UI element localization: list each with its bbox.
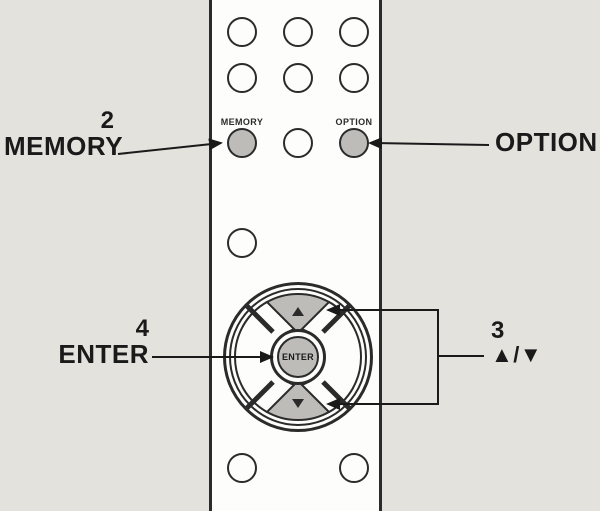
enter-button[interactable]: ENTER <box>277 336 319 378</box>
button-hole <box>339 17 369 47</box>
memory-button[interactable] <box>227 128 257 158</box>
callout-enter-num: 4 <box>54 316 149 341</box>
dpad: ENTER <box>223 282 373 432</box>
callout-updown-num: 3 <box>491 318 542 343</box>
callout-updown: 3 ▲/▼ <box>491 318 542 366</box>
callout-option: OPTION <box>495 129 598 156</box>
dpad-up-arrow-icon <box>292 307 304 316</box>
callout-enter: 4 ENTER <box>54 316 149 368</box>
callout-memory-text: MEMORY <box>4 133 114 160</box>
button-hole <box>283 128 313 158</box>
button-hole <box>227 453 257 483</box>
lead-option <box>370 143 489 145</box>
button-hole <box>227 63 257 93</box>
remote-body: MEMORY OPTION ENTER <box>209 0 382 511</box>
option-button[interactable] <box>339 128 369 158</box>
button-hole <box>283 17 313 47</box>
lead-memory <box>118 143 221 154</box>
button-hole <box>227 228 257 258</box>
dpad-down-arrow-icon <box>292 399 304 408</box>
callout-enter-text: ENTER <box>54 341 149 368</box>
button-hole <box>227 17 257 47</box>
enter-button-label: ENTER <box>282 352 314 362</box>
option-tiny-label: OPTION <box>324 117 384 127</box>
callout-memory-num: 2 <box>4 108 114 133</box>
button-hole <box>339 63 369 93</box>
callout-memory: 2 MEMORY <box>4 108 114 160</box>
button-hole <box>339 453 369 483</box>
button-hole <box>283 63 313 93</box>
callout-option-text: OPTION <box>495 129 598 156</box>
callout-updown-text: ▲/▼ <box>491 343 542 366</box>
memory-tiny-label: MEMORY <box>212 117 272 127</box>
